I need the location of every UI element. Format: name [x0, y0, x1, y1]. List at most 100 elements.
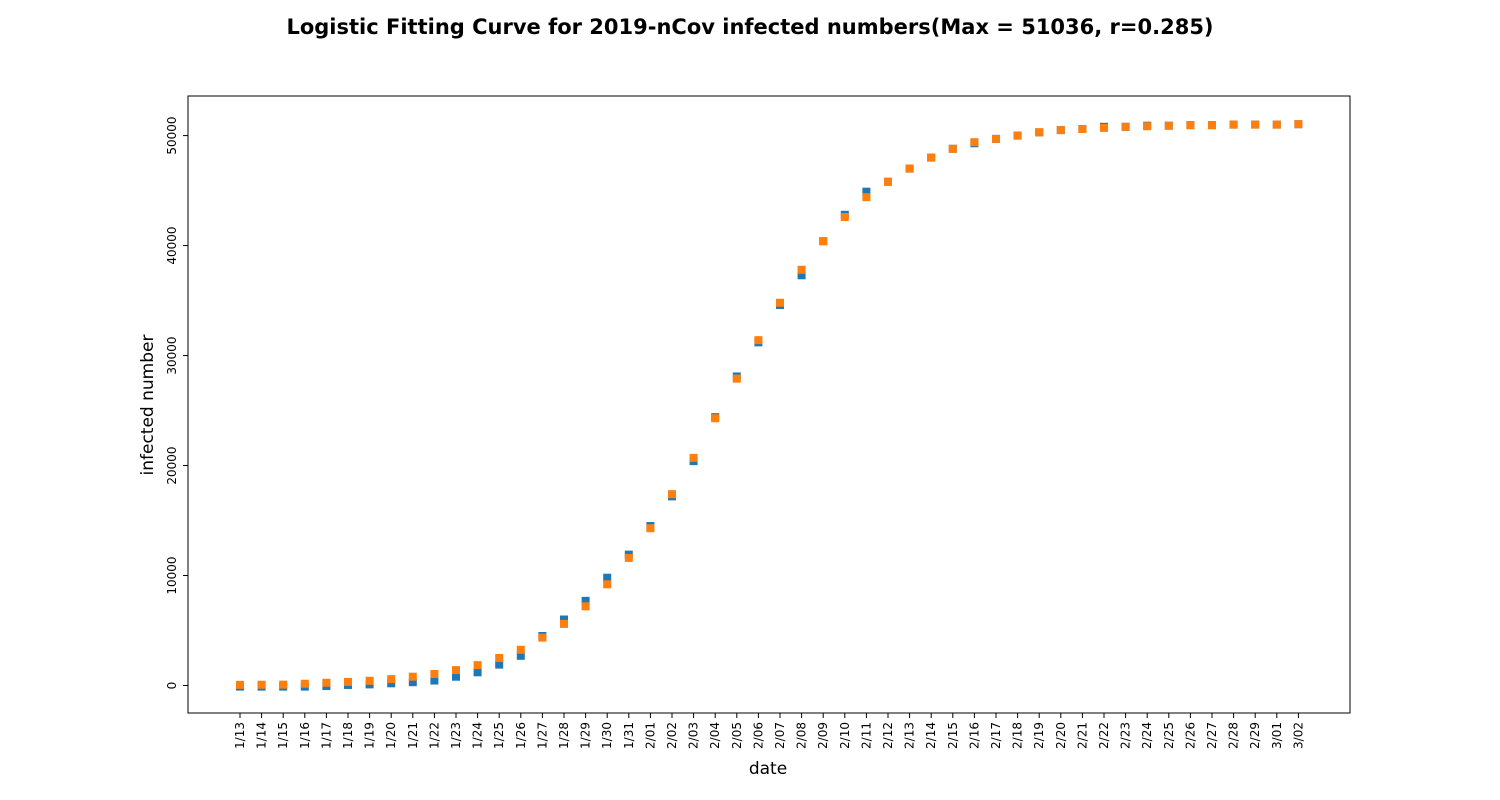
- x-tick-label: 1/31: [622, 722, 636, 749]
- x-tick-label: 3/01: [1270, 722, 1284, 749]
- data-point: [1164, 121, 1173, 130]
- x-tick-label: 1/14: [255, 722, 269, 749]
- x-tick-label: 1/20: [384, 722, 398, 749]
- y-axis-label: infected number: [138, 335, 158, 476]
- data-point: [560, 615, 568, 624]
- data-point: [1251, 120, 1260, 129]
- x-tick-label: 2/29: [1248, 722, 1262, 749]
- data-point: [538, 633, 547, 642]
- data-point: [322, 678, 331, 687]
- x-tick-label: 2/27: [1205, 722, 1219, 749]
- data-point: [776, 298, 784, 307]
- data-point: [840, 212, 849, 221]
- data-point: [495, 654, 504, 663]
- x-tick-label: 1/28: [557, 722, 571, 749]
- data-point: [1229, 120, 1238, 129]
- x-tick-label: 1/30: [600, 722, 614, 749]
- data-point: [884, 177, 892, 186]
- data-point: [387, 675, 396, 684]
- x-tick-label: 1/13: [233, 722, 247, 749]
- data-point: [430, 676, 439, 685]
- series-1: [236, 120, 1303, 691]
- x-tick-label: 2/09: [816, 722, 830, 749]
- x-tick-label: 2/06: [751, 722, 765, 749]
- x-tick-label: 2/10: [838, 722, 852, 749]
- chart-title: Logistic Fitting Curve for 2019-nCov inf…: [286, 15, 1213, 39]
- x-tick-label: 2/22: [1097, 722, 1111, 749]
- y-tick-label: 20000: [165, 446, 179, 484]
- x-tick-label: 1/22: [427, 722, 441, 749]
- data-point: [905, 164, 914, 173]
- x-tick-label: 2/13: [903, 722, 917, 749]
- data-point: [862, 193, 871, 202]
- x-tick-label: 2/21: [1075, 722, 1089, 749]
- data-point: [1100, 123, 1108, 132]
- data-point: [516, 651, 525, 660]
- data-point: [603, 580, 612, 589]
- x-tick-label: 1/27: [535, 722, 549, 749]
- series-2: [236, 120, 1303, 689]
- data-point: [279, 680, 288, 689]
- x-tick-label: 1/21: [406, 722, 420, 749]
- data-point: [1186, 121, 1195, 130]
- y-tick-label: 50000: [165, 116, 179, 154]
- data-point: [1294, 120, 1303, 129]
- x-tick-label: 1/18: [341, 722, 355, 749]
- data-point: [365, 676, 374, 685]
- data-point: [516, 645, 525, 654]
- y-axis: 0 10000 20000 30000 40000 50000: [165, 116, 188, 689]
- x-tick-label: 1/26: [514, 722, 528, 749]
- data-point: [754, 336, 763, 345]
- x-tick-label: 2/25: [1162, 722, 1176, 749]
- data-point: [1121, 122, 1130, 131]
- x-tick-label: 1/25: [492, 722, 506, 749]
- data-point: [236, 680, 244, 689]
- data-point: [344, 677, 352, 686]
- data-point: [948, 144, 957, 153]
- data-point: [927, 153, 936, 162]
- data-point: [1208, 121, 1216, 130]
- data-point: [668, 490, 676, 499]
- x-tick-label: 2/08: [795, 722, 809, 749]
- x-tick-label: 2/15: [946, 722, 960, 749]
- x-tick-label: 2/18: [1011, 722, 1025, 749]
- x-tick-label: 1/19: [363, 722, 377, 749]
- series-layer: [236, 120, 1303, 691]
- x-tick-label: 2/24: [1140, 722, 1154, 749]
- data-point: [257, 680, 266, 689]
- x-tick-label: 2/16: [967, 722, 981, 749]
- x-axis: 1/13 1/14 1/15 1/16 1/17 1/18 1/19 1/20 1/21 1/22…: [233, 713, 1305, 749]
- data-point: [646, 524, 655, 533]
- data-point: [992, 134, 1000, 143]
- x-tick-label: 2/03: [687, 722, 701, 749]
- x-tick-label: 2/12: [881, 722, 895, 749]
- x-tick-label: 2/19: [1032, 722, 1046, 749]
- x-tick-label: 2/28: [1227, 722, 1241, 749]
- x-tick-label: 2/02: [665, 722, 679, 749]
- x-tick-label: 1/23: [449, 722, 463, 749]
- data-point: [1013, 131, 1022, 140]
- data-point: [430, 669, 439, 678]
- data-point: [732, 374, 741, 383]
- data-point: [797, 271, 806, 280]
- data-point: [862, 187, 871, 196]
- data-point: [408, 672, 417, 681]
- x-tick-label: 2/14: [924, 722, 938, 749]
- data-point: [452, 666, 460, 675]
- x-tick-label: 2/04: [708, 722, 722, 749]
- data-point: [581, 596, 590, 605]
- data-point: [452, 672, 460, 681]
- data-point: [473, 668, 482, 677]
- y-tick-label: 10000: [165, 556, 179, 594]
- data-point: [711, 414, 720, 423]
- data-point: [387, 679, 396, 688]
- data-point: [819, 237, 828, 246]
- data-point: [560, 619, 568, 628]
- data-point: [624, 553, 633, 562]
- x-tick-label: 2/05: [730, 722, 744, 749]
- x-tick-label: 1/24: [471, 722, 485, 749]
- data-point: [1078, 124, 1087, 133]
- y-tick-label: 30000: [165, 336, 179, 374]
- data-point: [300, 679, 309, 688]
- x-tick-label: 2/07: [773, 722, 787, 749]
